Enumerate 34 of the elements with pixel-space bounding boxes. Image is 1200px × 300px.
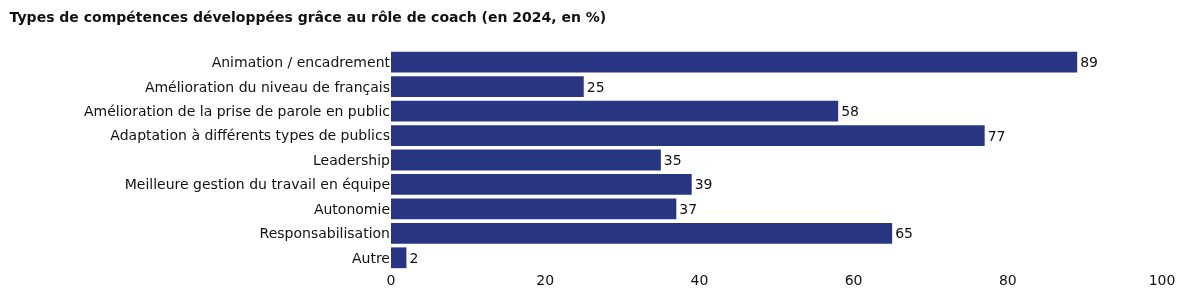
x-tick-label: 0: [386, 272, 396, 288]
y-tick-label: Responsabilisation: [259, 225, 390, 242]
y-tick-label: Meilleure gestion du travail en équipe: [124, 176, 390, 193]
y-tick-label: Autre: [351, 249, 390, 266]
y-tick-label: Amélioration de la prise de parole en public: [84, 103, 390, 120]
x-tick-label: 100: [1148, 272, 1176, 288]
bar: [391, 125, 985, 146]
bar: [391, 222, 893, 244]
data-label: 77: [987, 127, 1006, 144]
data-label: 2: [409, 249, 419, 266]
bar: [391, 247, 407, 269]
y-tick-label: Animation / encadrement: [211, 54, 391, 71]
y-tick-label: Adaptation à différents types de publics: [110, 127, 390, 144]
data-label: 37: [679, 200, 698, 217]
data-label: 89: [1080, 54, 1099, 71]
x-tick-label: 20: [536, 272, 555, 288]
x-tick-label: 60: [844, 272, 863, 288]
bar: [391, 198, 677, 220]
bar: [391, 76, 584, 98]
bar: [391, 100, 839, 122]
y-tick-label: Autonomie: [313, 200, 390, 217]
bar: [391, 51, 1078, 73]
chart-title: Types de compétences développées grâce au rôle de coach (en 2024, en %): [9, 8, 607, 25]
data-label: 39: [694, 176, 713, 193]
x-tick-label: 40: [690, 272, 709, 288]
x-tick-label: 80: [998, 272, 1017, 288]
data-label: 25: [586, 78, 605, 95]
y-tick-label: Amélioration du niveau de français: [144, 78, 390, 95]
data-label: 35: [663, 152, 682, 168]
bar: [391, 174, 692, 195]
bar: [391, 149, 661, 171]
data-label: 58: [841, 103, 860, 120]
y-tick-label: Leadership: [313, 151, 391, 168]
data-label: 65: [895, 225, 913, 242]
